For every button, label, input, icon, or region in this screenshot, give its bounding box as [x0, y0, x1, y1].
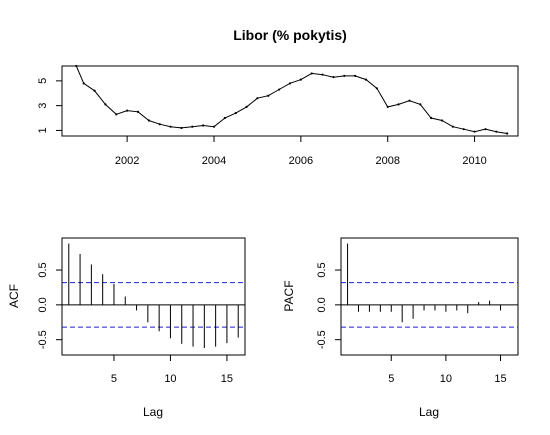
data-point [484, 128, 487, 131]
pacf-marks [341, 243, 518, 328]
data-point [126, 109, 129, 112]
x-tick-label: 2010 [462, 155, 486, 167]
y-tick-label: 3 [37, 103, 49, 109]
data-point [267, 94, 270, 97]
data-point [397, 103, 400, 106]
data-point [495, 130, 498, 133]
data-point [332, 76, 335, 79]
pacf-x-axis-label: Lag [419, 405, 439, 419]
acf-y-tick-label: 0.5 [37, 262, 49, 277]
pacf-panel: 5 10 15 -0.5 0.0 0.5 Lag PACF [282, 237, 519, 419]
y-tick-label: 1 [37, 127, 49, 133]
data-point [75, 64, 78, 68]
data-point [234, 111, 237, 115]
acf-y-axis: -0.5 0.0 0.5 [37, 262, 62, 349]
pacf-x-tick-label: 5 [388, 373, 394, 385]
data-point [288, 82, 292, 85]
pacf-y-axis: -0.5 0.0 0.5 [316, 262, 341, 349]
acf-x-axis: 5 10 15 [111, 355, 233, 385]
pacf-x-tick-label: 10 [440, 373, 452, 385]
pacf-x-axis: 5 10 15 [388, 355, 507, 385]
data-point [462, 128, 465, 131]
data-point [451, 125, 454, 128]
x-tick-label: 2008 [375, 155, 399, 167]
data-point [506, 132, 509, 135]
libor-time-series-panel: Libor (% pokytis) 2002 2004 2006 2008 2010 1… [37, 27, 519, 167]
data-point [169, 125, 172, 128]
data-point [321, 73, 324, 76]
data-point [104, 103, 107, 106]
data-point [419, 103, 422, 106]
chart-title: Libor (% pokytis) [233, 27, 347, 43]
acf-x-tick-label: 15 [221, 373, 233, 385]
data-point [256, 97, 259, 100]
data-point [473, 130, 476, 133]
data-point [430, 116, 433, 120]
data-point [212, 125, 216, 128]
data-point [115, 113, 118, 116]
x-tick-label: 2002 [115, 155, 139, 167]
data-point [299, 78, 302, 81]
data-point [180, 126, 183, 130]
data-point [440, 119, 444, 122]
data-point [386, 105, 389, 108]
acf-x-tick-label: 10 [164, 373, 176, 385]
data-point [82, 82, 85, 85]
acf-x-axis-label: Lag [143, 405, 163, 419]
data-point [245, 105, 248, 108]
acf-x-tick-label: 5 [111, 373, 117, 385]
data-point [202, 124, 205, 127]
y-tick-label: 5 [37, 78, 49, 84]
x-axis: 2002 2004 2006 2008 2010 [115, 136, 487, 167]
data-point [223, 116, 226, 120]
data-point [343, 74, 346, 78]
pacf-x-tick-label: 15 [494, 373, 506, 385]
data-point [375, 87, 378, 90]
data-point [310, 72, 313, 75]
acf-plot-frame [61, 237, 246, 356]
data-point [147, 119, 150, 122]
pacf-plot-frame [340, 237, 519, 356]
data-point [158, 123, 161, 126]
y-axis: 1 3 5 [37, 78, 62, 133]
x-tick-label: 2006 [289, 155, 313, 167]
data-point [364, 78, 368, 81]
data-point [136, 110, 140, 113]
x-tick-label: 2004 [202, 155, 226, 167]
acf-marks [62, 243, 245, 349]
data-point [354, 74, 357, 78]
data-point [408, 99, 411, 102]
series-libor [75, 64, 509, 135]
pacf-y-tick-label: -0.5 [316, 330, 328, 349]
plot-frame [61, 65, 519, 137]
series-line [75, 65, 508, 134]
acf-y-tick-label: 0.0 [37, 297, 49, 312]
pacf-y-tick-label: 0.5 [316, 262, 328, 277]
acf-y-axis-label: ACF [7, 284, 21, 308]
data-point [191, 125, 194, 128]
pacf-y-axis-label: PACF [282, 280, 296, 311]
acf-y-tick-label: -0.5 [37, 330, 49, 349]
data-point [278, 88, 281, 91]
pacf-y-tick-label: 0.0 [316, 297, 328, 312]
data-point [93, 89, 96, 92]
acf-panel: 5 10 15 -0.5 0.0 0.5 Lag ACF [7, 237, 246, 419]
